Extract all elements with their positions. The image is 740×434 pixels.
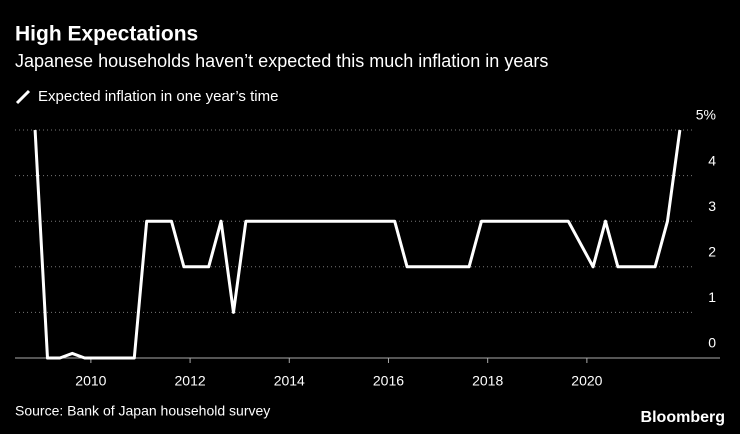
- source: Source: Bank of Japan household survey: [15, 403, 270, 419]
- x-tick-label: 2018: [472, 373, 503, 389]
- y-tick-label: 1: [708, 289, 716, 305]
- legend-swatch: [15, 89, 31, 105]
- y-tick-label: 3: [708, 198, 716, 214]
- brand: Bloomberg: [641, 409, 725, 426]
- x-tick-label: 2020: [571, 373, 602, 389]
- y-tick-label: 4: [708, 152, 716, 168]
- chart-subtitle: Japanese households haven’t expected thi…: [15, 51, 548, 71]
- y-tick-label: 2: [708, 244, 716, 260]
- y-tick-label: 5%: [696, 107, 716, 123]
- x-tick-label: 2014: [274, 373, 305, 389]
- x-tick-label: 2010: [75, 373, 106, 389]
- x-tick-label: 2012: [175, 373, 206, 389]
- line: [33, 129, 682, 360]
- y-tick-label: 0: [708, 335, 716, 351]
- legend-label: Expected inflation in one year’s time: [38, 88, 278, 105]
- chart-title: High Expectations: [15, 23, 198, 46]
- x-tick-label: 2016: [373, 373, 404, 389]
